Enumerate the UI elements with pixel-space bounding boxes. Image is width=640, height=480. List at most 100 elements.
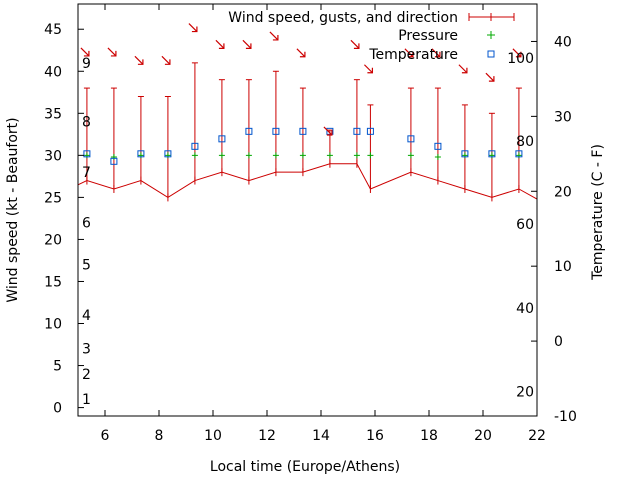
y-tick-label-left: 45 <box>44 22 62 38</box>
beaufort-label: 1 <box>82 392 91 408</box>
wind-speed-line <box>77 163 538 200</box>
pressure-point <box>488 152 495 159</box>
direction-arrow <box>134 55 144 65</box>
direction-arrow <box>512 48 522 58</box>
direction-arrow <box>363 64 373 74</box>
direction-arrow <box>485 72 495 82</box>
plot-frame <box>77 3 538 417</box>
pressure-point <box>245 152 252 159</box>
legend-swatch-temperature <box>487 50 495 58</box>
y-tick-label-left: 0 <box>53 401 62 417</box>
y-tick-label-right: 30 <box>554 109 572 125</box>
pressure-point <box>515 152 522 159</box>
temperature-point <box>326 127 334 135</box>
fahrenheit-label: 20 <box>516 384 534 400</box>
temperature-point <box>488 150 496 158</box>
direction-arrowhead <box>299 51 306 58</box>
direction-arrowhead <box>488 76 495 82</box>
temperature-point <box>272 127 280 135</box>
x-tick-label: 22 <box>528 428 546 444</box>
direction-arrow <box>242 39 252 49</box>
direction-arrowhead <box>110 50 117 57</box>
direction-arrow <box>404 48 414 58</box>
direction-arrow <box>161 55 171 65</box>
y-tick-label-left: 35 <box>44 106 62 122</box>
direction-arrow <box>431 48 441 58</box>
y-tick-label-right: 10 <box>554 259 572 275</box>
pressure-point <box>137 152 144 159</box>
direction-arrowhead <box>434 51 441 58</box>
temperature-point <box>515 150 523 158</box>
y-tick-label-left: 5 <box>53 359 62 375</box>
legend: Wind speed, gusts, and direction Pressur… <box>228 10 515 63</box>
beaufort-label: 2 <box>82 367 91 383</box>
direction-arrow <box>215 39 225 49</box>
pressure-point <box>326 152 333 159</box>
pressure-point <box>367 152 374 159</box>
y-tick-label-left: 10 <box>44 317 62 333</box>
temperature-point <box>461 150 469 158</box>
x-tick-label: 16 <box>366 428 384 444</box>
x-tick-label: 18 <box>420 428 438 444</box>
temperature-point <box>299 127 307 135</box>
direction-arrowhead <box>515 51 522 58</box>
pressure-point <box>191 152 198 159</box>
x-tick-label: 14 <box>312 428 330 444</box>
beaufort-label: 6 <box>82 216 91 232</box>
pressure-point <box>434 154 441 161</box>
x-tick-label: 10 <box>204 428 222 444</box>
x-tick-label: 8 <box>155 428 164 444</box>
temperature-point <box>191 142 199 150</box>
fahrenheit-label: 40 <box>516 301 534 317</box>
y-tick-label-right: 0 <box>554 334 563 350</box>
beaufort-label: 8 <box>82 115 91 131</box>
beaufort-label: 3 <box>82 342 91 358</box>
temperature-point <box>245 127 253 135</box>
y-tick-label-left: 30 <box>44 148 62 164</box>
x-tick-label: 20 <box>474 428 492 444</box>
y-tick-label-right: 40 <box>554 34 572 50</box>
direction-arrowhead <box>164 59 171 65</box>
y-axis-label-right: Temperature (C - F) <box>590 144 606 281</box>
fahrenheit-label: 100 <box>507 51 534 67</box>
pressure-point <box>83 152 90 159</box>
pressure-point <box>461 152 468 159</box>
beaufort-label: 5 <box>82 258 91 274</box>
direction-arrowhead <box>367 67 374 74</box>
pressure-point <box>407 152 414 159</box>
direction-arrowhead <box>272 34 279 41</box>
legend-label-temperature: Temperature <box>368 47 458 63</box>
x-tick-label: 12 <box>258 428 276 444</box>
temperature-point <box>353 127 361 135</box>
legend-label-pressure: Pressure <box>398 28 458 44</box>
y-tick-label-left: 25 <box>44 190 62 206</box>
direction-arrowhead <box>218 43 225 49</box>
direction-arrow <box>269 31 279 41</box>
direction-arrows <box>80 23 522 136</box>
y-tick-label-left: 40 <box>44 64 62 80</box>
pressure-point <box>218 152 225 159</box>
y-tick-label-left: 15 <box>44 274 62 290</box>
direction-arrowhead <box>461 67 468 74</box>
x-tick-label: 6 <box>101 428 110 444</box>
legend-label-wind: Wind speed, gusts, and direction <box>228 10 458 26</box>
direction-arrow <box>458 64 468 74</box>
temperature-point <box>407 135 415 143</box>
direction-arrow <box>188 23 198 32</box>
temperature-point <box>83 150 91 158</box>
y-tick-label-right: -10 <box>554 409 577 425</box>
direction-arrowhead <box>137 59 144 65</box>
pressure-point <box>110 154 117 161</box>
direction-arrow <box>107 47 117 57</box>
pressure-series <box>83 152 522 161</box>
direction-arrow <box>80 47 90 57</box>
pressure-point <box>272 152 279 159</box>
direction-arrow <box>350 39 360 49</box>
temperature-point <box>434 142 442 150</box>
y-axis-label-left: Wind speed (kt - Beaufort) <box>5 117 21 302</box>
fahrenheit-label: 60 <box>516 217 534 233</box>
direction-arrow <box>296 48 306 58</box>
direction-arrow <box>323 126 333 136</box>
pressure-point <box>164 152 171 159</box>
